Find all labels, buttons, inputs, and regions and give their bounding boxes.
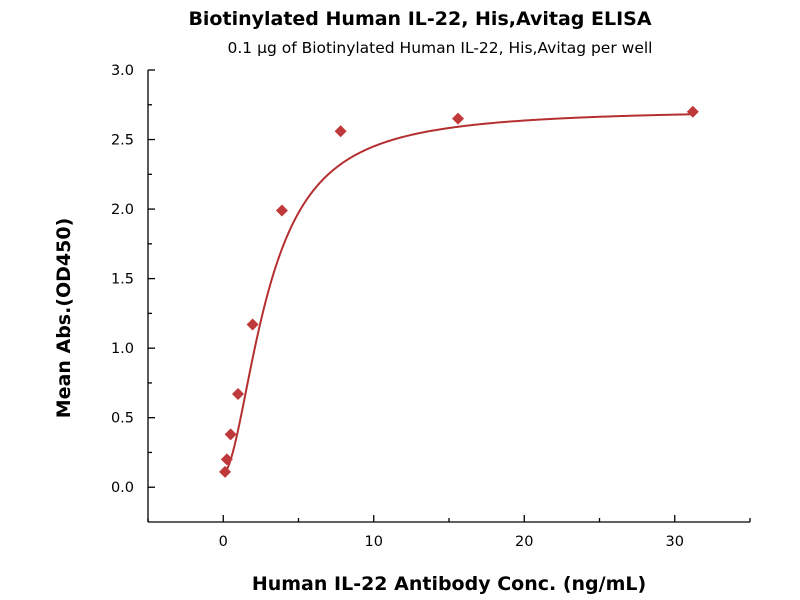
x-axis-label: Human IL-22 Antibody Conc. (ng/mL) [252,573,646,595]
y-tick-label: 3.0 [111,63,134,79]
chart-subtitle: 0.1 μg of Biotinylated Human IL-22, His,… [228,39,653,57]
data-point [686,105,699,118]
y-axis: 0.0 0.5 1.0 1.5 2.0 2.5 3.0 [111,63,155,522]
y-tick-label: 1.0 [111,341,134,357]
data-point [231,388,244,401]
data-point [246,318,259,331]
x-axis: 0 10 20 30 [147,515,751,550]
x-tick-label: 30 [666,534,684,550]
data-points [219,105,699,478]
data-point [334,125,347,138]
data-point [452,112,465,125]
data-point [220,453,233,466]
x-tick-label: 0 [219,534,228,550]
data-point [224,428,237,441]
y-tick-label: 2.5 [111,133,134,149]
y-tick-label: 2.0 [111,202,134,218]
chart-title: Biotinylated Human IL-22, His,Avitag ELI… [188,8,651,30]
x-tick-label: 20 [515,534,533,550]
x-tick-label: 10 [365,534,383,550]
fit-curve [224,113,693,473]
y-tick-label: 0.5 [111,411,134,427]
data-point [275,204,288,217]
y-axis-label: Mean Abs.(OD450) [53,218,75,419]
y-tick-label: 0.0 [111,480,134,496]
y-tick-label: 1.5 [111,272,134,288]
data-point [219,465,232,478]
